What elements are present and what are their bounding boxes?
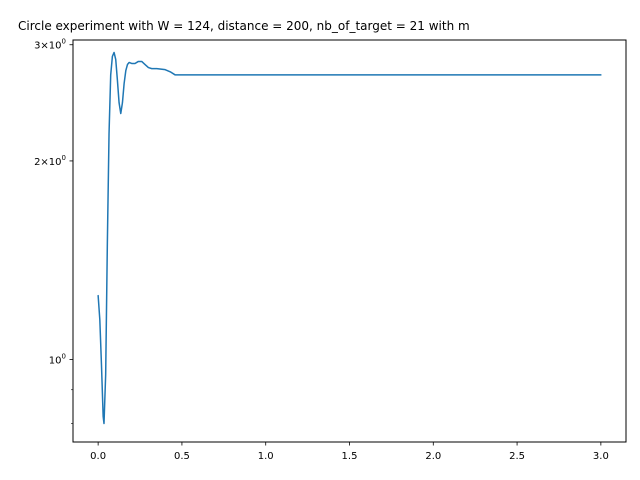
series-line	[97, 51, 602, 425]
y-tick-label: 100	[49, 353, 66, 367]
x-tick-label: 1.0	[258, 451, 274, 462]
x-tick-label: 2.0	[425, 451, 441, 462]
x-tick-label: 0.5	[174, 451, 190, 462]
y-tick-label: 2×100	[34, 154, 66, 168]
x-tick-label: 3.0	[593, 451, 609, 462]
x-tick-label: 2.5	[509, 451, 525, 462]
chart-title: Circle experiment with W = 124, distance…	[18, 19, 470, 33]
x-tick-label: 1.5	[342, 451, 358, 462]
x-tick-label: 0.0	[90, 451, 106, 462]
axis-ticks: 0.0 0.5 1.0 1.5 2.0 2.5 3.0 100 2×100 3×100	[34, 38, 609, 462]
y-tick-label: 3×100	[34, 38, 66, 52]
plot-frame	[72, 39, 627, 443]
